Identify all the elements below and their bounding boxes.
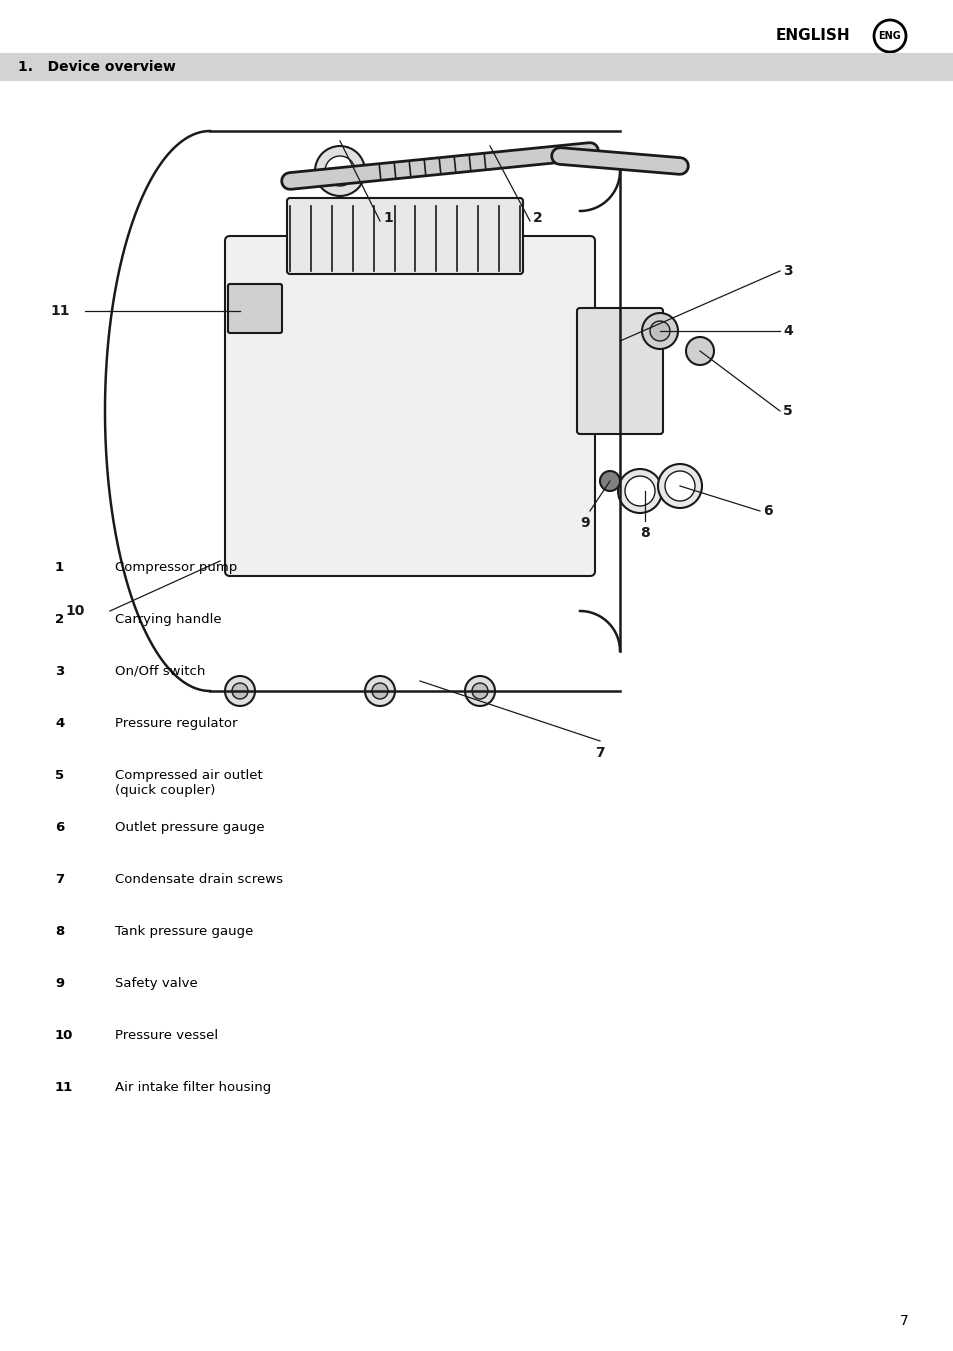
Circle shape bbox=[685, 336, 713, 365]
Text: Condensate drain screws: Condensate drain screws bbox=[115, 873, 283, 886]
Text: 11: 11 bbox=[50, 304, 70, 317]
Text: ENG: ENG bbox=[878, 31, 901, 41]
Text: 8: 8 bbox=[55, 925, 64, 938]
Text: Tank pressure gauge: Tank pressure gauge bbox=[115, 925, 253, 938]
Text: 10: 10 bbox=[55, 1029, 73, 1042]
Circle shape bbox=[472, 684, 488, 698]
Circle shape bbox=[365, 676, 395, 707]
Text: Carrying handle: Carrying handle bbox=[115, 613, 221, 626]
Text: 4: 4 bbox=[55, 717, 64, 730]
Text: 4: 4 bbox=[782, 324, 792, 338]
Text: 11: 11 bbox=[55, 1081, 73, 1094]
Text: Pressure regulator: Pressure regulator bbox=[115, 717, 237, 730]
FancyBboxPatch shape bbox=[577, 308, 662, 434]
FancyBboxPatch shape bbox=[0, 53, 953, 81]
Text: Pressure vessel: Pressure vessel bbox=[115, 1029, 218, 1042]
FancyBboxPatch shape bbox=[225, 236, 595, 576]
Text: 1: 1 bbox=[382, 211, 393, 226]
Text: Compressor pump: Compressor pump bbox=[115, 561, 237, 574]
Circle shape bbox=[464, 676, 495, 707]
Text: 2: 2 bbox=[55, 613, 64, 626]
FancyBboxPatch shape bbox=[287, 199, 522, 274]
Circle shape bbox=[232, 684, 248, 698]
Text: Safety valve: Safety valve bbox=[115, 977, 197, 990]
Text: 1: 1 bbox=[55, 561, 64, 574]
Text: On/Off switch: On/Off switch bbox=[115, 665, 205, 678]
Text: 9: 9 bbox=[55, 977, 64, 990]
Text: 3: 3 bbox=[782, 263, 792, 278]
Circle shape bbox=[658, 463, 701, 508]
Circle shape bbox=[624, 476, 655, 507]
Text: Air intake filter housing: Air intake filter housing bbox=[115, 1081, 271, 1094]
Circle shape bbox=[599, 471, 619, 490]
Text: 2: 2 bbox=[533, 211, 542, 226]
Text: 3: 3 bbox=[55, 665, 64, 678]
Text: 1.   Device overview: 1. Device overview bbox=[18, 59, 175, 74]
Text: 5: 5 bbox=[782, 404, 792, 417]
Circle shape bbox=[641, 313, 678, 349]
Text: 9: 9 bbox=[579, 516, 589, 530]
Text: Compressed air outlet
(quick coupler): Compressed air outlet (quick coupler) bbox=[115, 769, 262, 797]
Circle shape bbox=[372, 684, 388, 698]
Text: 6: 6 bbox=[762, 504, 772, 517]
Text: 5: 5 bbox=[55, 769, 64, 782]
Text: Outlet pressure gauge: Outlet pressure gauge bbox=[115, 821, 264, 834]
Circle shape bbox=[314, 146, 365, 196]
Text: 7: 7 bbox=[595, 746, 604, 761]
FancyBboxPatch shape bbox=[228, 284, 282, 332]
Text: 6: 6 bbox=[55, 821, 64, 834]
Text: ENGLISH: ENGLISH bbox=[775, 28, 849, 43]
Circle shape bbox=[664, 471, 695, 501]
Text: 7: 7 bbox=[55, 873, 64, 886]
Circle shape bbox=[649, 322, 669, 340]
Text: 7: 7 bbox=[899, 1315, 908, 1328]
Circle shape bbox=[225, 676, 254, 707]
Text: 10: 10 bbox=[65, 604, 84, 617]
Text: 8: 8 bbox=[639, 526, 649, 540]
Circle shape bbox=[325, 155, 355, 186]
Circle shape bbox=[618, 469, 661, 513]
